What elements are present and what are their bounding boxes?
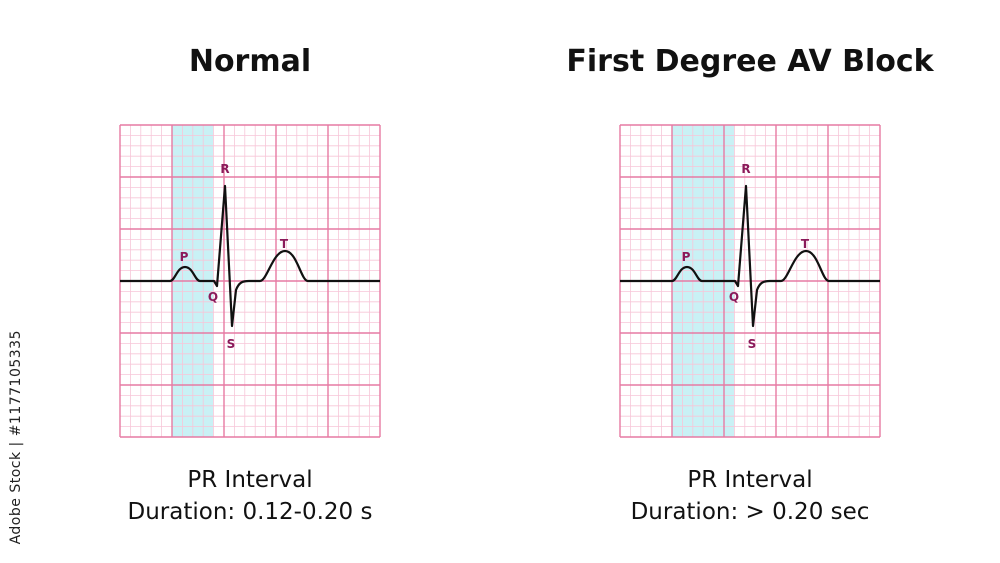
- wave-label-q: Q: [729, 290, 739, 304]
- panel-title-av-block: First Degree AV Block: [566, 44, 934, 79]
- pr-interval-label: PR Interval: [687, 467, 813, 493]
- pr-duration-normal: Duration: 0.12-0.20 s: [127, 499, 373, 525]
- wave-label-r: R: [220, 162, 229, 176]
- wave-label-s: S: [227, 337, 236, 351]
- wave-label-t: T: [280, 237, 289, 251]
- first-degree-av-block-panel: First Degree AV Block P Q R S T PR Inter…: [500, 0, 1000, 563]
- ecg-trace: [620, 184, 880, 328]
- stock-watermark: Adobe Stock | #1177105335: [8, 330, 24, 545]
- wave-label-p: P: [180, 250, 189, 264]
- normal-panel: Normal P Q R S T PR Interval Duration: 0…: [119, 44, 381, 525]
- wave-label-s: S: [748, 337, 757, 351]
- panel-title-normal: Normal: [188, 44, 312, 79]
- ecg-trace: [120, 184, 380, 328]
- wave-label-p: P: [682, 250, 691, 264]
- pr-interval-label: PR Interval: [187, 467, 313, 493]
- pr-duration-av-block: Duration: > 0.20 sec: [630, 499, 870, 525]
- wave-label-r: R: [741, 162, 750, 176]
- ecg-strip-av-block: P Q R S T: [619, 124, 881, 438]
- ecg-strip-normal: P Q R S T: [119, 124, 381, 438]
- wave-label-q: Q: [208, 290, 218, 304]
- wave-label-t: T: [801, 237, 810, 251]
